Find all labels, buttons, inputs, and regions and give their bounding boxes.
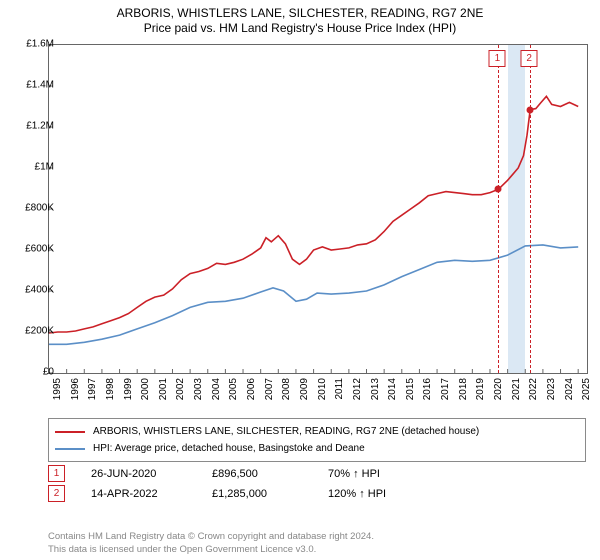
- x-axis-label: 2012: [352, 378, 363, 400]
- legend-box: ARBORIS, WHISTLERS LANE, SILCHESTER, REA…: [48, 418, 586, 462]
- title-address: ARBORIS, WHISTLERS LANE, SILCHESTER, REA…: [0, 6, 600, 21]
- sale-pct: 70% ↑ HPI: [328, 468, 380, 480]
- y-axis-label: £1.4M: [10, 80, 54, 91]
- sale-number-box: 2: [48, 485, 65, 502]
- y-axis-label: £600K: [10, 244, 54, 255]
- x-axis-label: 2020: [493, 378, 504, 400]
- x-axis-label: 2018: [458, 378, 469, 400]
- sale-date: 14-APR-2022: [91, 488, 186, 500]
- sale-marker-label: 2: [521, 50, 538, 67]
- x-axis-label: 2010: [317, 378, 328, 400]
- x-axis-label: 2011: [334, 378, 345, 400]
- footer-line2: This data is licensed under the Open Gov…: [48, 544, 374, 556]
- x-axis-label: 2005: [228, 378, 239, 400]
- x-axis-label: 2024: [564, 378, 575, 400]
- x-axis-label: 2019: [475, 378, 486, 400]
- sale-pct: 120% ↑ HPI: [328, 488, 386, 500]
- x-axis-label: 2017: [440, 378, 451, 400]
- sale-price: £1,285,000: [212, 488, 302, 500]
- x-axis-label: 1995: [52, 378, 63, 400]
- footer-line1: Contains HM Land Registry data © Crown c…: [48, 531, 374, 543]
- y-axis-label: £800K: [10, 203, 54, 214]
- x-axis-label: 1999: [123, 378, 134, 400]
- chart-container: ARBORIS, WHISTLERS LANE, SILCHESTER, REA…: [0, 0, 600, 560]
- sale-vline: [530, 45, 531, 373]
- x-axis-label: 1998: [105, 378, 116, 400]
- sales-table: 1 26-JUN-2020 £896,500 70% ↑ HPI 2 14-APR-202…: [48, 462, 386, 502]
- x-axis-label: 2003: [193, 378, 204, 400]
- y-axis-label: £0: [10, 367, 54, 378]
- sale-number-box: 1: [48, 465, 65, 482]
- footer-attribution: Contains HM Land Registry data © Crown c…: [48, 531, 374, 556]
- y-axis-label: £1M: [10, 162, 54, 173]
- chart-svg: [49, 45, 587, 373]
- sale-vline: [498, 45, 499, 373]
- x-axis-label: 2008: [281, 378, 292, 400]
- legend-swatch: [55, 431, 85, 433]
- x-axis-label: 2016: [422, 378, 433, 400]
- y-axis-label: £200K: [10, 326, 54, 337]
- sale-marker-label: 1: [489, 50, 506, 67]
- x-axis-label: 2023: [546, 378, 557, 400]
- x-axis-label: 2021: [511, 378, 522, 400]
- legend-row: ARBORIS, WHISTLERS LANE, SILCHESTER, REA…: [55, 423, 579, 440]
- y-axis-label: £1.2M: [10, 121, 54, 132]
- x-axis-label: 2000: [140, 378, 151, 400]
- title-block: ARBORIS, WHISTLERS LANE, SILCHESTER, REA…: [0, 0, 600, 36]
- x-axis-label: 2025: [581, 378, 592, 400]
- x-axis-label: 2013: [370, 378, 381, 400]
- legend-row: HPI: Average price, detached house, Basi…: [55, 440, 579, 457]
- sale-date: 26-JUN-2020: [91, 468, 186, 480]
- x-axis-label: 2015: [405, 378, 416, 400]
- legend-swatch: [55, 448, 85, 450]
- x-axis-label: 2022: [528, 378, 539, 400]
- legend-label: HPI: Average price, detached house, Basi…: [93, 440, 365, 457]
- x-axis-label: 2014: [387, 378, 398, 400]
- x-axis-label: 2004: [211, 378, 222, 400]
- x-axis-label: 2006: [246, 378, 257, 400]
- x-axis-label: 2002: [175, 378, 186, 400]
- y-axis-label: £1.6M: [10, 39, 54, 50]
- sale-dot: [495, 186, 502, 193]
- x-axis-label: 2001: [158, 378, 169, 400]
- x-axis-label: 1996: [70, 378, 81, 400]
- sale-row: 2 14-APR-2022 £1,285,000 120% ↑ HPI: [48, 485, 386, 502]
- sale-row: 1 26-JUN-2020 £896,500 70% ↑ HPI: [48, 465, 386, 482]
- legend-label: ARBORIS, WHISTLERS LANE, SILCHESTER, REA…: [93, 423, 479, 440]
- sale-dot: [527, 106, 534, 113]
- x-axis-label: 1997: [87, 378, 98, 400]
- chart-plot-area: [48, 44, 588, 374]
- sale-price: £896,500: [212, 468, 302, 480]
- title-subtitle: Price paid vs. HM Land Registry's House …: [0, 21, 600, 36]
- y-axis-label: £400K: [10, 285, 54, 296]
- x-axis-label: 2009: [299, 378, 310, 400]
- x-axis-label: 2007: [264, 378, 275, 400]
